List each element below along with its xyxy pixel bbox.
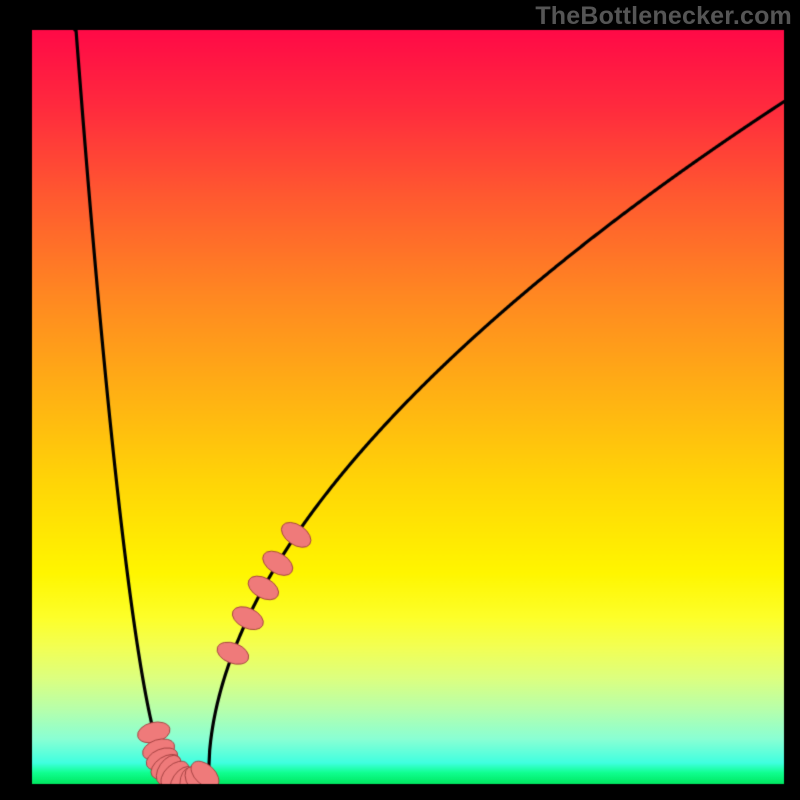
watermark-text: TheBottlenecker.com (535, 2, 792, 31)
bottleneck-curve-canvas (0, 0, 800, 800)
chart-stage: TheBottlenecker.com (0, 0, 800, 800)
